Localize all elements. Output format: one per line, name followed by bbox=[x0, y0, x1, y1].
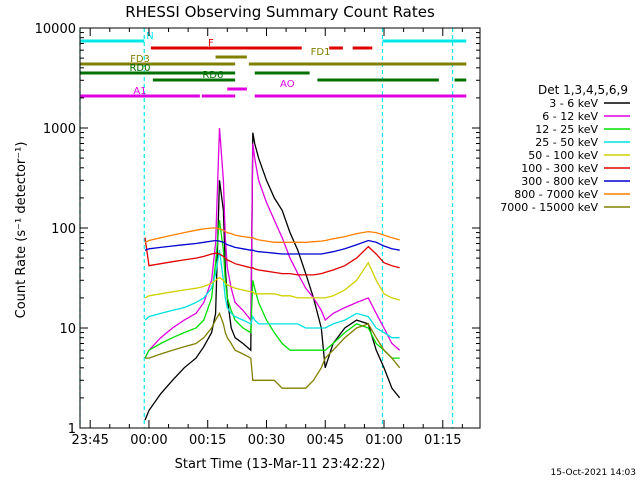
series-line-6 bbox=[144, 239, 400, 255]
y-tick-label-2: 100 bbox=[51, 222, 76, 237]
legend-title: Det 1,3,4,5,6,9 bbox=[538, 83, 628, 97]
flag-label-fd3: FD3 bbox=[130, 54, 150, 65]
x-tick-label-5: 01:00 bbox=[365, 433, 402, 448]
axes: 1 10 100 1000 10000 23:45 00:00 00:15 00:30 00:45… bbox=[35, 22, 481, 448]
flag-label-ao: AO bbox=[280, 79, 295, 90]
series-line-7 bbox=[144, 227, 400, 243]
y-tick-label-1: 10 bbox=[59, 322, 76, 337]
series-line-8 bbox=[145, 311, 401, 389]
legend-label-3: 25 - 50 keV bbox=[535, 136, 598, 149]
x-axis-label: Start Time (13-Mar-11 23:42:22) bbox=[175, 457, 386, 472]
chart-title: RHESSI Observing Summary Count Rates bbox=[125, 3, 435, 21]
flag-label-fd1: FD1 bbox=[311, 47, 331, 58]
flag-label-rd6: RD6 bbox=[202, 70, 223, 81]
x-tick-label-3: 00:30 bbox=[248, 433, 285, 448]
legend-label-0: 3 - 6 keV bbox=[549, 97, 598, 110]
legend-label-7: 800 - 7000 keV bbox=[514, 188, 598, 201]
legend-label-2: 12 - 25 keV bbox=[535, 123, 598, 136]
series-line-3 bbox=[144, 250, 400, 339]
flag-label-f: F bbox=[208, 38, 214, 49]
legend-label-6: 300 - 800 keV bbox=[521, 175, 598, 188]
series-line-4 bbox=[144, 261, 400, 301]
x-tick-label-0: 23:45 bbox=[71, 433, 108, 448]
series-lines bbox=[144, 127, 401, 421]
legend-label-1: 6 - 12 keV bbox=[542, 110, 598, 123]
series-line-2 bbox=[144, 220, 400, 359]
y-tick-label-0: 1 bbox=[68, 422, 76, 437]
series-line-1 bbox=[144, 127, 401, 359]
legend-label-5: 100 - 300 keV bbox=[521, 162, 598, 175]
flag-label-a1: A1 bbox=[133, 86, 146, 97]
y-tick-label-3: 1000 bbox=[43, 122, 76, 137]
x-tick-label-4: 00:45 bbox=[307, 433, 344, 448]
flag-label-n: N bbox=[146, 31, 153, 42]
series-line-5 bbox=[144, 237, 400, 276]
x-tick-label-2: 00:15 bbox=[189, 433, 226, 448]
legend-label-4: 50 - 100 keV bbox=[528, 149, 598, 162]
series-line-0 bbox=[144, 132, 401, 421]
x-tick-label-6: 01:15 bbox=[424, 433, 461, 448]
y-tick-label-4: 10000 bbox=[35, 22, 76, 37]
x-tick-label-1: 00:00 bbox=[130, 433, 167, 448]
y-axis-label: Count Rate (s⁻¹ detector⁻¹) bbox=[14, 142, 29, 319]
timestamp: 15-Oct-2021 14:03 bbox=[551, 468, 636, 478]
flag-label-rd0: RD0 bbox=[129, 63, 150, 74]
legend-label-8: 7000 - 15000 keV bbox=[500, 201, 598, 214]
